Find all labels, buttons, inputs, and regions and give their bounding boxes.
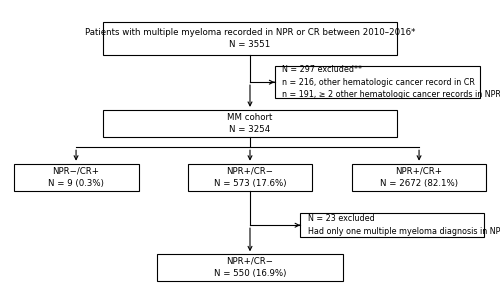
FancyBboxPatch shape — [14, 164, 138, 190]
Text: Patients with multiple myeloma recorded in NPR or CR between 2010–2016*
N = 3551: Patients with multiple myeloma recorded … — [85, 27, 415, 49]
FancyBboxPatch shape — [103, 22, 397, 55]
Text: N = 23 excluded
Had only one multiple myeloma diagnosis in NPR: N = 23 excluded Had only one multiple my… — [308, 214, 500, 236]
FancyBboxPatch shape — [300, 213, 484, 237]
Text: MM cohort
N = 3254: MM cohort N = 3254 — [228, 112, 272, 134]
Text: N = 297 excluded**
n = 216, other hematologic cancer record in CR
n = 191, ≥ 2 o: N = 297 excluded** n = 216, other hemato… — [282, 65, 500, 99]
Text: NPR−/CR+
N = 9 (0.3%): NPR−/CR+ N = 9 (0.3%) — [48, 166, 104, 188]
FancyBboxPatch shape — [352, 164, 486, 190]
Text: NPR+/CR−
N = 573 (17.6%): NPR+/CR− N = 573 (17.6%) — [214, 166, 286, 188]
FancyBboxPatch shape — [188, 164, 312, 190]
FancyBboxPatch shape — [274, 66, 480, 99]
FancyBboxPatch shape — [157, 254, 343, 281]
Text: NPR+/CR+
N = 2672 (82.1%): NPR+/CR+ N = 2672 (82.1%) — [380, 166, 458, 188]
FancyBboxPatch shape — [103, 110, 397, 137]
Text: NPR+/CR−
N = 550 (16.9%): NPR+/CR− N = 550 (16.9%) — [214, 257, 286, 278]
